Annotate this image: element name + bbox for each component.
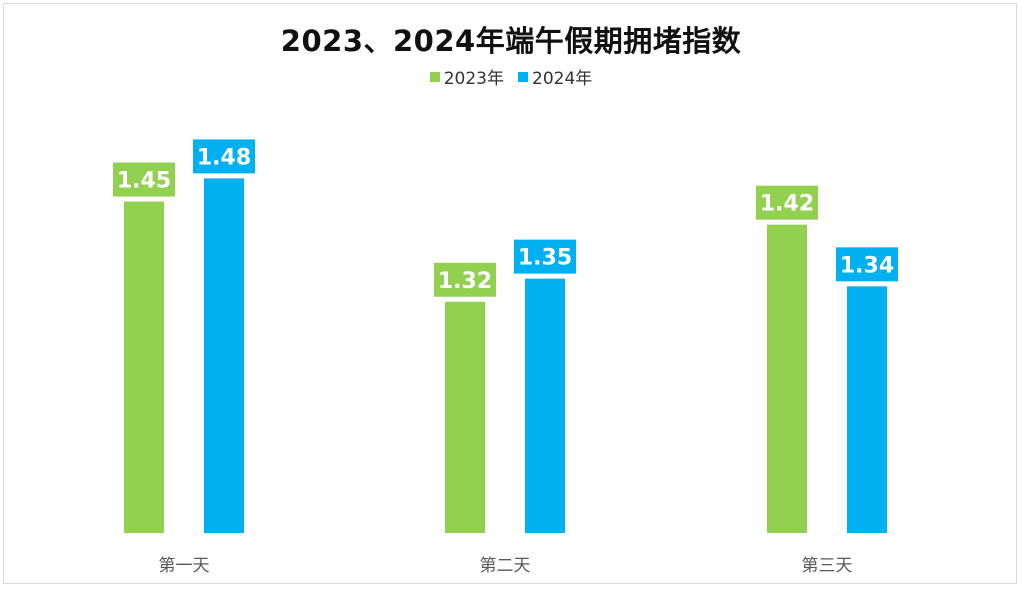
data-label: 1.34: [840, 253, 894, 278]
data-label-box: [434, 262, 496, 297]
data-label: 1.45: [117, 169, 171, 194]
legend-label-2023: 2023年: [443, 69, 504, 89]
legend-swatch-2024: [518, 71, 528, 82]
legend-item-2023: 2023年: [429, 64, 504, 89]
bar-2023-1: [124, 201, 164, 533]
data-label-box: [756, 185, 818, 220]
chart-legend: 2023年 2024年: [0, 64, 1022, 89]
bar-2024-3: [847, 286, 887, 533]
data-label-box: [113, 162, 175, 197]
category-label: 第三天: [802, 556, 853, 576]
category-label: 第一天: [159, 556, 210, 576]
data-label-box: [193, 139, 255, 174]
data-label: 1.35: [518, 246, 572, 271]
data-label-box: [836, 247, 898, 282]
data-label: 1.48: [197, 145, 251, 170]
data-label: 1.32: [438, 269, 492, 294]
data-label-box: [514, 239, 576, 274]
chart-title: 2023、2024年端午假期拥堵指数: [280, 24, 742, 58]
category-label: 第二天: [480, 556, 531, 576]
bar-2024-1: [204, 178, 244, 533]
legend-swatch-2023: [429, 71, 440, 82]
data-label: 1.42: [760, 192, 814, 217]
bar-2024-2: [525, 278, 565, 533]
legend-label-2024: 2024年: [532, 69, 593, 89]
bar-2023-3: [767, 224, 807, 533]
legend-item-2024: 2024年: [518, 64, 592, 89]
bar-2023-2: [445, 301, 485, 533]
